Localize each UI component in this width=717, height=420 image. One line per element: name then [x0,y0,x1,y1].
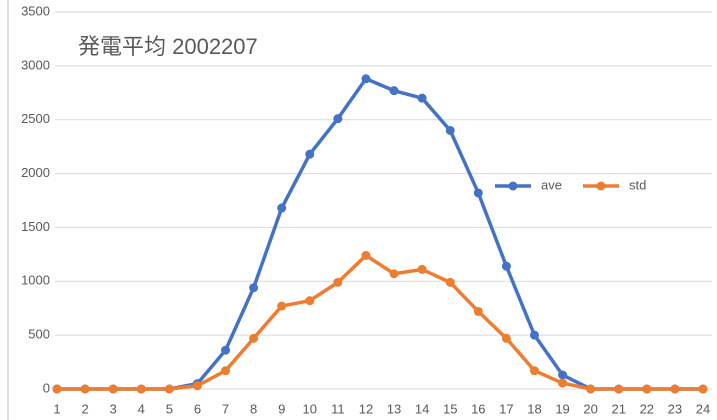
data-point [389,86,399,96]
data-point [80,384,90,394]
data-point [558,378,568,388]
data-point [108,384,118,394]
legend-marker [508,181,518,191]
x-tick-label: 4 [138,401,145,416]
data-point [52,384,62,394]
data-point [642,384,652,394]
x-tick-label: 10 [303,401,317,416]
data-point [558,370,568,380]
data-point [445,125,455,135]
data-point [670,384,680,394]
data-point [361,74,371,84]
data-point [501,261,511,271]
data-point [305,296,315,306]
data-point [529,366,539,376]
x-tick-label: 1 [53,401,60,416]
legend-label: std [629,177,646,192]
x-tick-label: 3 [110,401,117,416]
data-point [586,384,596,394]
data-point [221,345,231,355]
y-tick-label: 1000 [21,273,50,288]
x-tick-label: 7 [222,401,229,416]
data-point [136,384,146,394]
data-point [305,149,315,159]
x-tick-label: 15 [443,401,457,416]
x-tick-label: 8 [250,401,257,416]
x-tick-label: 11 [331,401,345,416]
data-point [249,283,259,293]
data-point [698,384,708,394]
x-tick-label: 6 [194,401,201,416]
x-tick-label: 12 [359,401,373,416]
x-tick-label: 16 [471,401,485,416]
x-tick-label: 19 [555,401,569,416]
data-point [445,277,455,287]
y-tick-label: 2000 [21,165,50,180]
data-point [529,330,539,340]
data-point [389,269,399,279]
legend-label: ave [541,177,562,192]
data-point [192,381,202,391]
data-point [221,366,231,376]
data-point [164,384,174,394]
x-tick-label: 18 [527,401,541,416]
x-tick-label: 17 [499,401,513,416]
data-point [473,306,483,316]
data-point [277,203,287,213]
y-tick-label: 0 [43,380,50,395]
data-point [277,301,287,311]
chart-title: 発電平均 2002207 [78,34,258,59]
data-point [333,114,343,124]
x-tick-label: 13 [387,401,401,416]
x-tick-label: 5 [166,401,173,416]
data-point [417,93,427,103]
y-tick-label: 3000 [21,57,50,72]
x-tick-label: 2 [81,401,88,416]
x-tick-label: 24 [696,401,710,416]
x-tick-label: 20 [583,401,597,416]
data-point [614,384,624,394]
y-tick-label: 2500 [21,111,50,126]
data-point [417,264,427,274]
data-point [249,333,259,343]
data-point [473,188,483,198]
x-tick-label: 21 [612,401,626,416]
y-tick-label: 1500 [21,219,50,234]
series-line [57,253,703,391]
x-tick-label: 23 [668,401,682,416]
y-tick-label: 500 [28,327,50,342]
data-point [361,250,371,260]
x-tick-label: 22 [640,401,654,416]
y-tick-label: 3500 [21,3,50,18]
data-point [501,333,511,343]
legend-marker [596,181,606,191]
data-point [333,277,343,287]
x-tick-label: 9 [278,401,285,416]
x-tick-label: 14 [415,401,429,416]
